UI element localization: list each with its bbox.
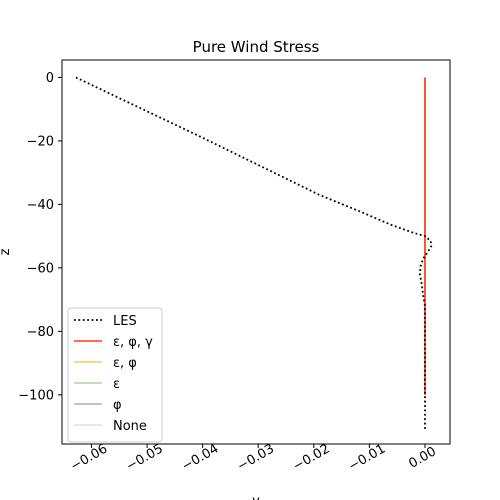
y-axis-label: z bbox=[0, 248, 13, 255]
legend-label: None bbox=[113, 419, 147, 434]
x-axis-label: y bbox=[252, 494, 260, 500]
plot-area bbox=[75, 76, 433, 430]
legend-label: ε bbox=[113, 377, 120, 392]
y-tick-label: −60 bbox=[27, 261, 54, 276]
legend: LES ε, φ, γ ε, φ εφ None bbox=[67, 307, 163, 443]
legend-label: LES bbox=[113, 314, 137, 329]
y-tick-label: −100 bbox=[18, 388, 54, 403]
legend-label: φ bbox=[113, 398, 122, 413]
y-tick-label: −20 bbox=[27, 134, 54, 149]
y-tick-label: −80 bbox=[27, 325, 54, 340]
plot-frame bbox=[61, 59, 451, 445]
y-axis: 0 −20 −40 −60 −80 −100 bbox=[18, 71, 62, 403]
y-tick-label: 0 bbox=[46, 71, 54, 86]
legend-label: ε, φ, γ bbox=[113, 335, 153, 350]
legend-label: ε, φ bbox=[113, 356, 137, 371]
y-tick-label: −40 bbox=[27, 198, 54, 213]
chart-title: Pure Wind Stress bbox=[193, 38, 320, 56]
